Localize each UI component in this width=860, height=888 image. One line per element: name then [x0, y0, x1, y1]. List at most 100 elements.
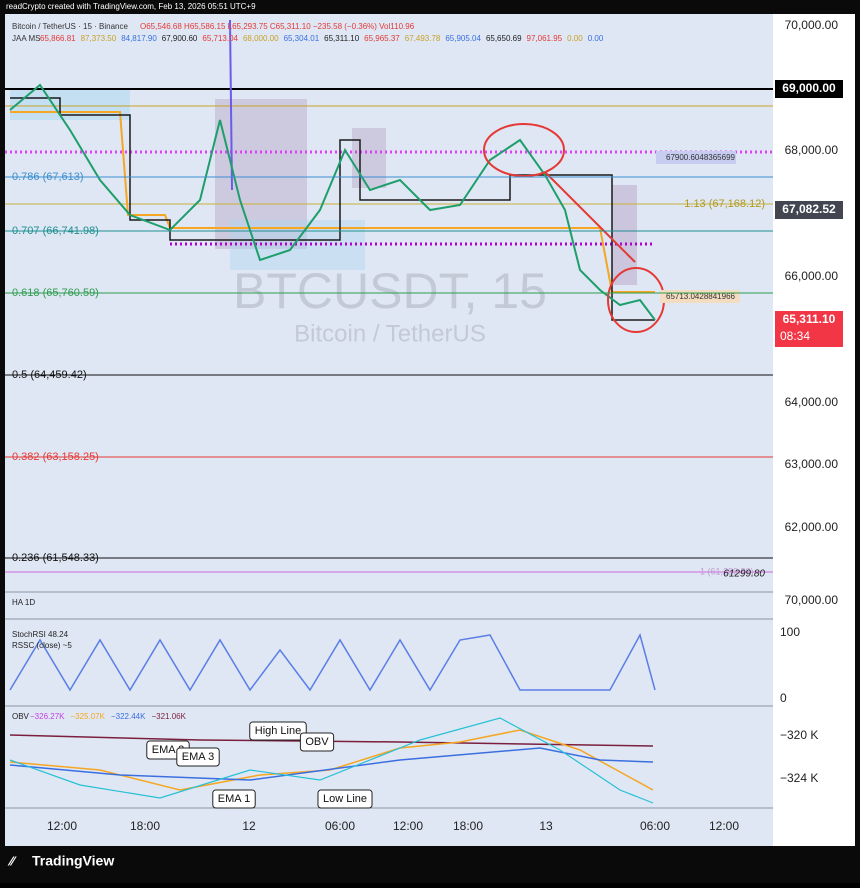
ma-value: 67,493.78: [405, 34, 441, 43]
price-path: [9, 83, 656, 321]
watermark-symbol: BTCUSDT, 15: [233, 263, 547, 319]
time-label: 12: [242, 819, 256, 833]
indicator-axis: 70,000.00: [785, 593, 839, 607]
obv-value: −322.44K: [111, 712, 146, 721]
obv-tag-box: [249, 721, 307, 741]
stoch-line: [9, 633, 656, 692]
extension-price: 61299.80: [723, 569, 765, 580]
countdown: 08:34: [780, 329, 810, 343]
obv-tag-box: [317, 789, 373, 809]
order-tag: [656, 151, 736, 164]
obv-tag-text: OBV: [305, 736, 329, 748]
price-label: 63,000.00: [785, 457, 839, 471]
time-label: 12:00: [709, 819, 739, 833]
header-ma: JAA MS: [12, 34, 40, 43]
trend-line: [10, 97, 655, 321]
ma-value: 65,965.37: [364, 34, 400, 43]
obv-tag: OBV: [299, 732, 335, 752]
indicator-label: OBV: [12, 712, 30, 721]
obv-tag-box: [212, 789, 256, 809]
footer-brand: TradingView: [32, 853, 114, 869]
last-price-tag: [775, 311, 843, 347]
trend-line: [229, 19, 233, 191]
price-axis-pane: [773, 14, 855, 846]
obv-value: −326.27K: [30, 712, 65, 721]
price-label: 70,000.00: [785, 18, 839, 32]
ma-value: 65,866.81: [40, 34, 76, 43]
last-price: 65,311.10: [783, 312, 836, 326]
chart-pane: [5, 14, 773, 846]
fib-label: 0.236 (61,548.33): [12, 552, 99, 564]
obv-tag-text: Low Line: [323, 793, 367, 805]
extension-label: 1.13 (67,168.12): [684, 198, 765, 210]
ma-value: 87,373.50: [81, 34, 117, 43]
extension-label: 1 (61,299.80): [700, 566, 754, 576]
obv-tag-text: EMA 1: [218, 793, 250, 805]
ma-value: 97,061.95: [527, 34, 563, 43]
footer-logo: ⁄⁄: [7, 853, 17, 868]
obv-tag-text: EMA 2: [152, 744, 184, 756]
annotation-arrow: [544, 171, 636, 263]
fib-label: 0.382 (63,158.25): [12, 451, 99, 463]
time-label: 18:00: [130, 819, 160, 833]
ma-value: 67,900.60: [162, 34, 198, 43]
obv-value: −321.06K: [151, 712, 186, 721]
obv-tag-text: High Line: [255, 725, 301, 737]
indicator-axis: 100: [780, 625, 800, 639]
obv-line: [9, 747, 654, 781]
obv-tag-text: EMA 3: [182, 751, 214, 763]
obv-value: −325.07K: [70, 712, 105, 721]
level-tag-text: 69,000.00: [782, 81, 836, 95]
indicator-label: StochRSI 48.24: [12, 630, 69, 639]
obv-tag-box: [176, 747, 220, 767]
time-label: 06:00: [325, 819, 355, 833]
level-tag: [775, 201, 843, 219]
watermark-name: Bitcoin / TetherUS: [294, 320, 486, 347]
price-label: 62,000.00: [785, 520, 839, 534]
time-label: 18:00: [453, 819, 483, 833]
ma-value: 65,905.04: [445, 34, 481, 43]
level-tag: [775, 80, 843, 98]
indicator-axis: −324 K: [780, 771, 818, 785]
annotation-circle: [483, 123, 565, 177]
time-label: 12:00: [393, 819, 423, 833]
ma-value: 65,650.69: [486, 34, 522, 43]
indicator-label: HA 1D: [12, 598, 35, 607]
time-label: 06:00: [640, 819, 670, 833]
zone-box: [352, 128, 386, 188]
obv-line: [9, 717, 654, 804]
order-tag-text: 67900.6048365699: [666, 153, 736, 162]
ma-value: 68,000.00: [243, 34, 279, 43]
ma-value: 65,713.04: [202, 34, 238, 43]
obv-tag-box: [299, 732, 335, 752]
header-symbol: Bitcoin / TetherUS · 15 · Binance: [12, 22, 128, 31]
price-label: 66,000.00: [785, 269, 839, 283]
fib-label: 0.707 (66,741.98): [12, 225, 99, 237]
indicator-axis: −320 K: [780, 728, 818, 742]
ma-value: 84,817.90: [121, 34, 157, 43]
ma-value: 65,304.01: [284, 34, 320, 43]
indicator-label: RSSC (close) ~5: [12, 641, 72, 650]
ma-value: 0.00: [588, 34, 604, 43]
time-label: 13: [539, 819, 553, 833]
price-label: 64,000.00: [785, 395, 839, 409]
obv-tag: EMA 1: [212, 789, 256, 809]
order-tag-text: 65713.0428841966: [666, 292, 736, 301]
obv-tag: Low Line: [317, 789, 373, 809]
obv-tag: High Line: [249, 721, 307, 741]
price-label: 68,000.00: [785, 143, 839, 157]
obv-tag: EMA 3: [176, 747, 220, 767]
ma-value: 0.00: [567, 34, 583, 43]
header-ohlc: O65,546.68 H65,586.15 L65,293.75 C65,311…: [140, 22, 415, 31]
indicator-axis: 0: [780, 691, 787, 705]
fib-label: 0.786 (67,613): [12, 171, 84, 183]
fib-label: 0.618 (65,760.59): [12, 287, 99, 299]
level-tag-text: 67,082.52: [782, 202, 836, 216]
header-info: readCrypto created with TradingView.com,…: [6, 2, 256, 11]
obv-line: [9, 729, 654, 791]
ma-value: 65,311.10: [324, 34, 360, 43]
time-label: 12:00: [47, 819, 77, 833]
fib-label: 0.5 (64,459.42): [12, 369, 87, 381]
